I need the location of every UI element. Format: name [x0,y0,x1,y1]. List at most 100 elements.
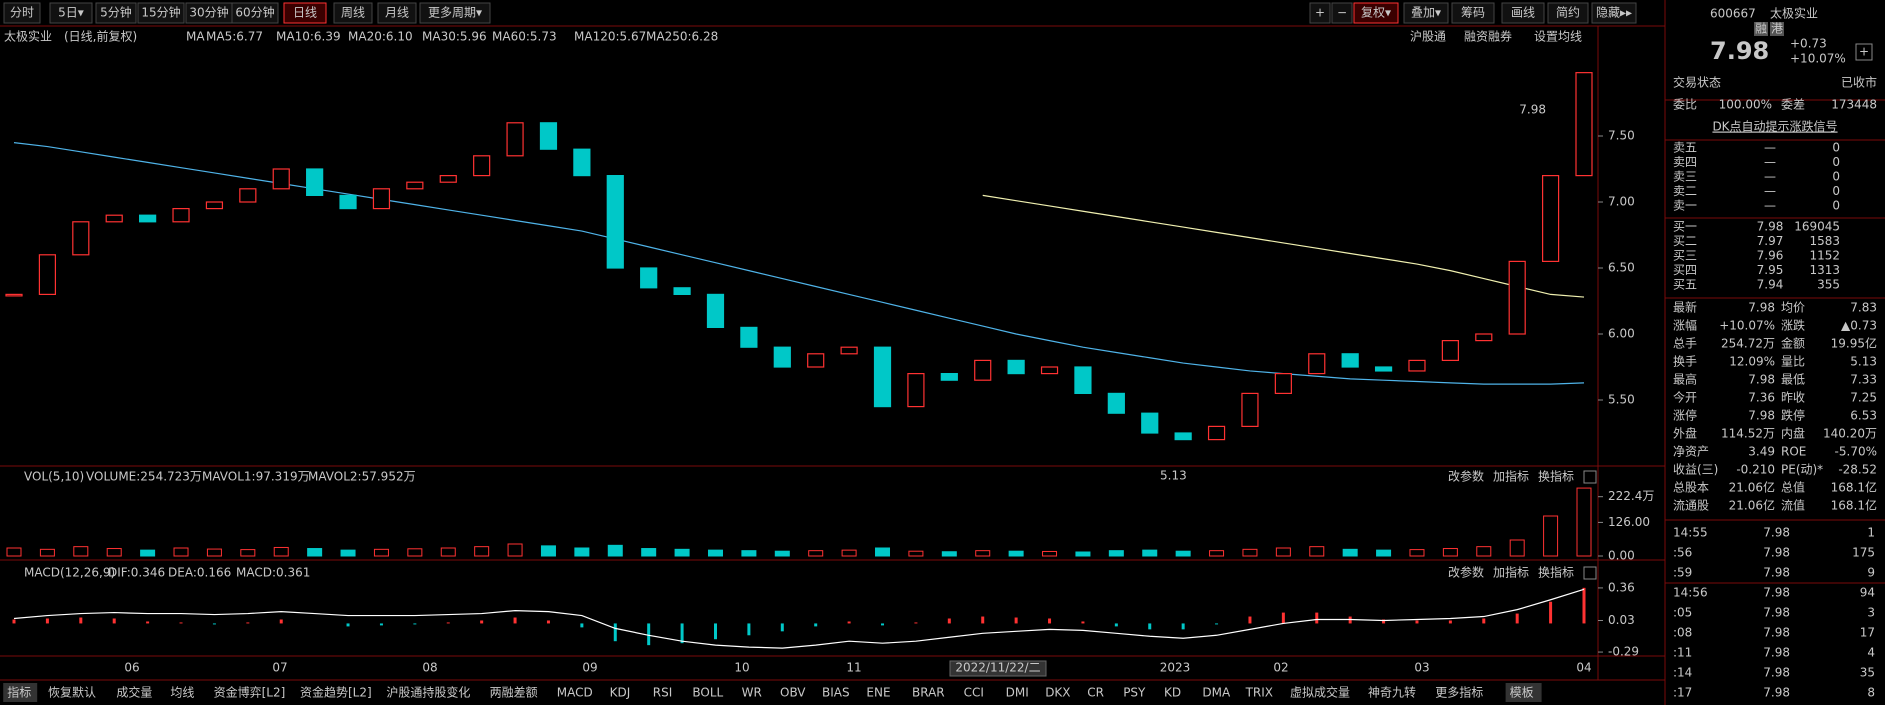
volume-bar [373,548,389,557]
bottom-tab[interactable]: DMA [1202,686,1231,700]
header-link[interactable]: 融资融券 [1464,29,1512,44]
panel-tool[interactable]: 改参数 [1448,469,1484,484]
bottom-tab[interactable]: 更多指标 [1435,685,1483,700]
y-tick-label: 6.00 [1608,327,1635,341]
panel-tool[interactable]: 改参数 [1448,565,1484,580]
bottom-tab[interactable]: PSY [1123,686,1146,700]
panel-tool[interactable]: 加指标 [1493,565,1529,580]
bottom-tab[interactable]: 两融差额 [490,686,538,700]
bottom-tab[interactable]: 模板 [1510,686,1534,700]
stat-value: 19.95亿 [1831,336,1877,351]
period-button[interactable] [283,2,327,24]
tool-button[interactable] [1451,2,1495,24]
bottom-tab[interactable]: CR [1087,686,1104,700]
stat-label: 流值 [1781,498,1805,513]
period-button[interactable] [231,2,279,24]
tab-box[interactable] [1505,683,1542,702]
tick-price: 7.98 [1763,526,1790,540]
bottom-tab[interactable]: 均线 [170,686,194,700]
book-label: 买五 [1673,278,1697,292]
period-button[interactable] [419,2,491,24]
candle [1207,425,1226,441]
volume-bar [1108,550,1124,557]
add-button[interactable] [1855,43,1873,61]
stat-value: 6.53 [1850,409,1877,423]
tick-time: :05 [1673,606,1692,620]
bottom-tab[interactable]: TRIX [1245,686,1273,700]
bottom-tab[interactable]: CCI [964,686,984,700]
bottom-tab[interactable]: BOLL [692,686,723,700]
ma-legend: MA250:6.28 [646,30,718,44]
tool-button[interactable] [1403,2,1449,24]
candle [873,346,892,408]
candle [339,194,357,210]
tab-box[interactable] [3,683,38,702]
bottom-tab[interactable]: 资金博弈[L2] [214,685,286,700]
bottom-tab[interactable]: BRAR [912,686,945,700]
bottom-tab[interactable]: BIAS [822,686,850,700]
stat-label: 内盘 [1781,426,1805,441]
dif-line [13,588,1585,649]
period-button[interactable] [137,2,185,24]
bottom-tab[interactable]: DKX [1045,686,1070,700]
panel-tool[interactable]: 换指标 [1538,565,1574,580]
row-value: 已收市 [1841,75,1877,90]
panel-tool[interactable]: 换指标 [1538,469,1574,484]
bottom-tab[interactable]: ENE [866,686,890,700]
volume-bar [173,547,189,557]
bottom-tab[interactable]: KD [1164,686,1181,700]
close-button[interactable] [1583,470,1597,484]
book-price: 7.97 [1757,234,1784,248]
book-price: — [1764,199,1776,213]
bottom-tab[interactable]: RSI [653,686,673,700]
bottom-tab[interactable]: WR [742,686,762,700]
candle [940,373,958,381]
bottom-tab[interactable]: KDJ [610,686,631,700]
period-button[interactable] [3,2,41,24]
bottom-tab[interactable]: MACD [557,686,593,700]
indicator-value: DEA:0.166 [168,566,231,580]
volume-bar [73,546,89,557]
panel-tool[interactable]: 加指标 [1493,469,1529,484]
book-price: 7.96 [1757,249,1784,263]
period-button[interactable] [49,2,93,24]
candle [172,208,190,223]
book-label: 卖一 [1673,199,1697,213]
bottom-tab[interactable]: OBV [780,686,806,700]
tool-button[interactable] [1591,2,1637,24]
candle [539,122,558,150]
period-button[interactable] [377,2,417,24]
stat-value: 7.25 [1850,391,1877,405]
bottom-tab[interactable]: 虚拟成交量 [1290,685,1350,700]
volume-bar [941,551,957,557]
header-link[interactable]: 设置均线 [1534,30,1582,44]
bottom-tab[interactable]: 恢复默认 [48,685,96,700]
volume-bar [674,548,690,557]
bottom-tab[interactable]: 沪股通持股变化 [386,685,470,700]
close-button[interactable] [1583,566,1597,580]
period-label: 60分钟 [235,5,274,20]
bottom-tab[interactable]: 资金趋势[L2] [300,685,372,700]
bottom-tab[interactable]: DMI [1006,686,1029,700]
add-label[interactable]: + [1859,45,1869,59]
candle [606,175,624,269]
bottom-tab[interactable]: 成交量 [116,685,152,700]
bottom-tab[interactable]: 指标 [7,685,31,700]
tool-button[interactable] [1501,2,1545,24]
y-tick-label: 0.03 [1608,613,1635,627]
ma-label: MA [186,30,205,44]
tool-button[interactable] [1353,2,1399,24]
period-label: 周线 [341,6,365,20]
bottom-tab[interactable]: 神奇九转 [1368,685,1416,700]
period-button[interactable] [95,2,137,24]
tick-price: 7.98 [1763,666,1790,680]
tool-button[interactable] [1331,2,1353,24]
chart-mode: (日线,前复权) [64,29,137,44]
tool-button[interactable] [1309,2,1331,24]
stat-label: 金额 [1781,336,1805,351]
signal-link[interactable]: DK点自动提示涨跌信号 [1712,119,1837,134]
tool-button[interactable] [1547,2,1589,24]
period-button[interactable] [333,2,373,24]
header-link[interactable]: 沪股通 [1410,30,1446,44]
